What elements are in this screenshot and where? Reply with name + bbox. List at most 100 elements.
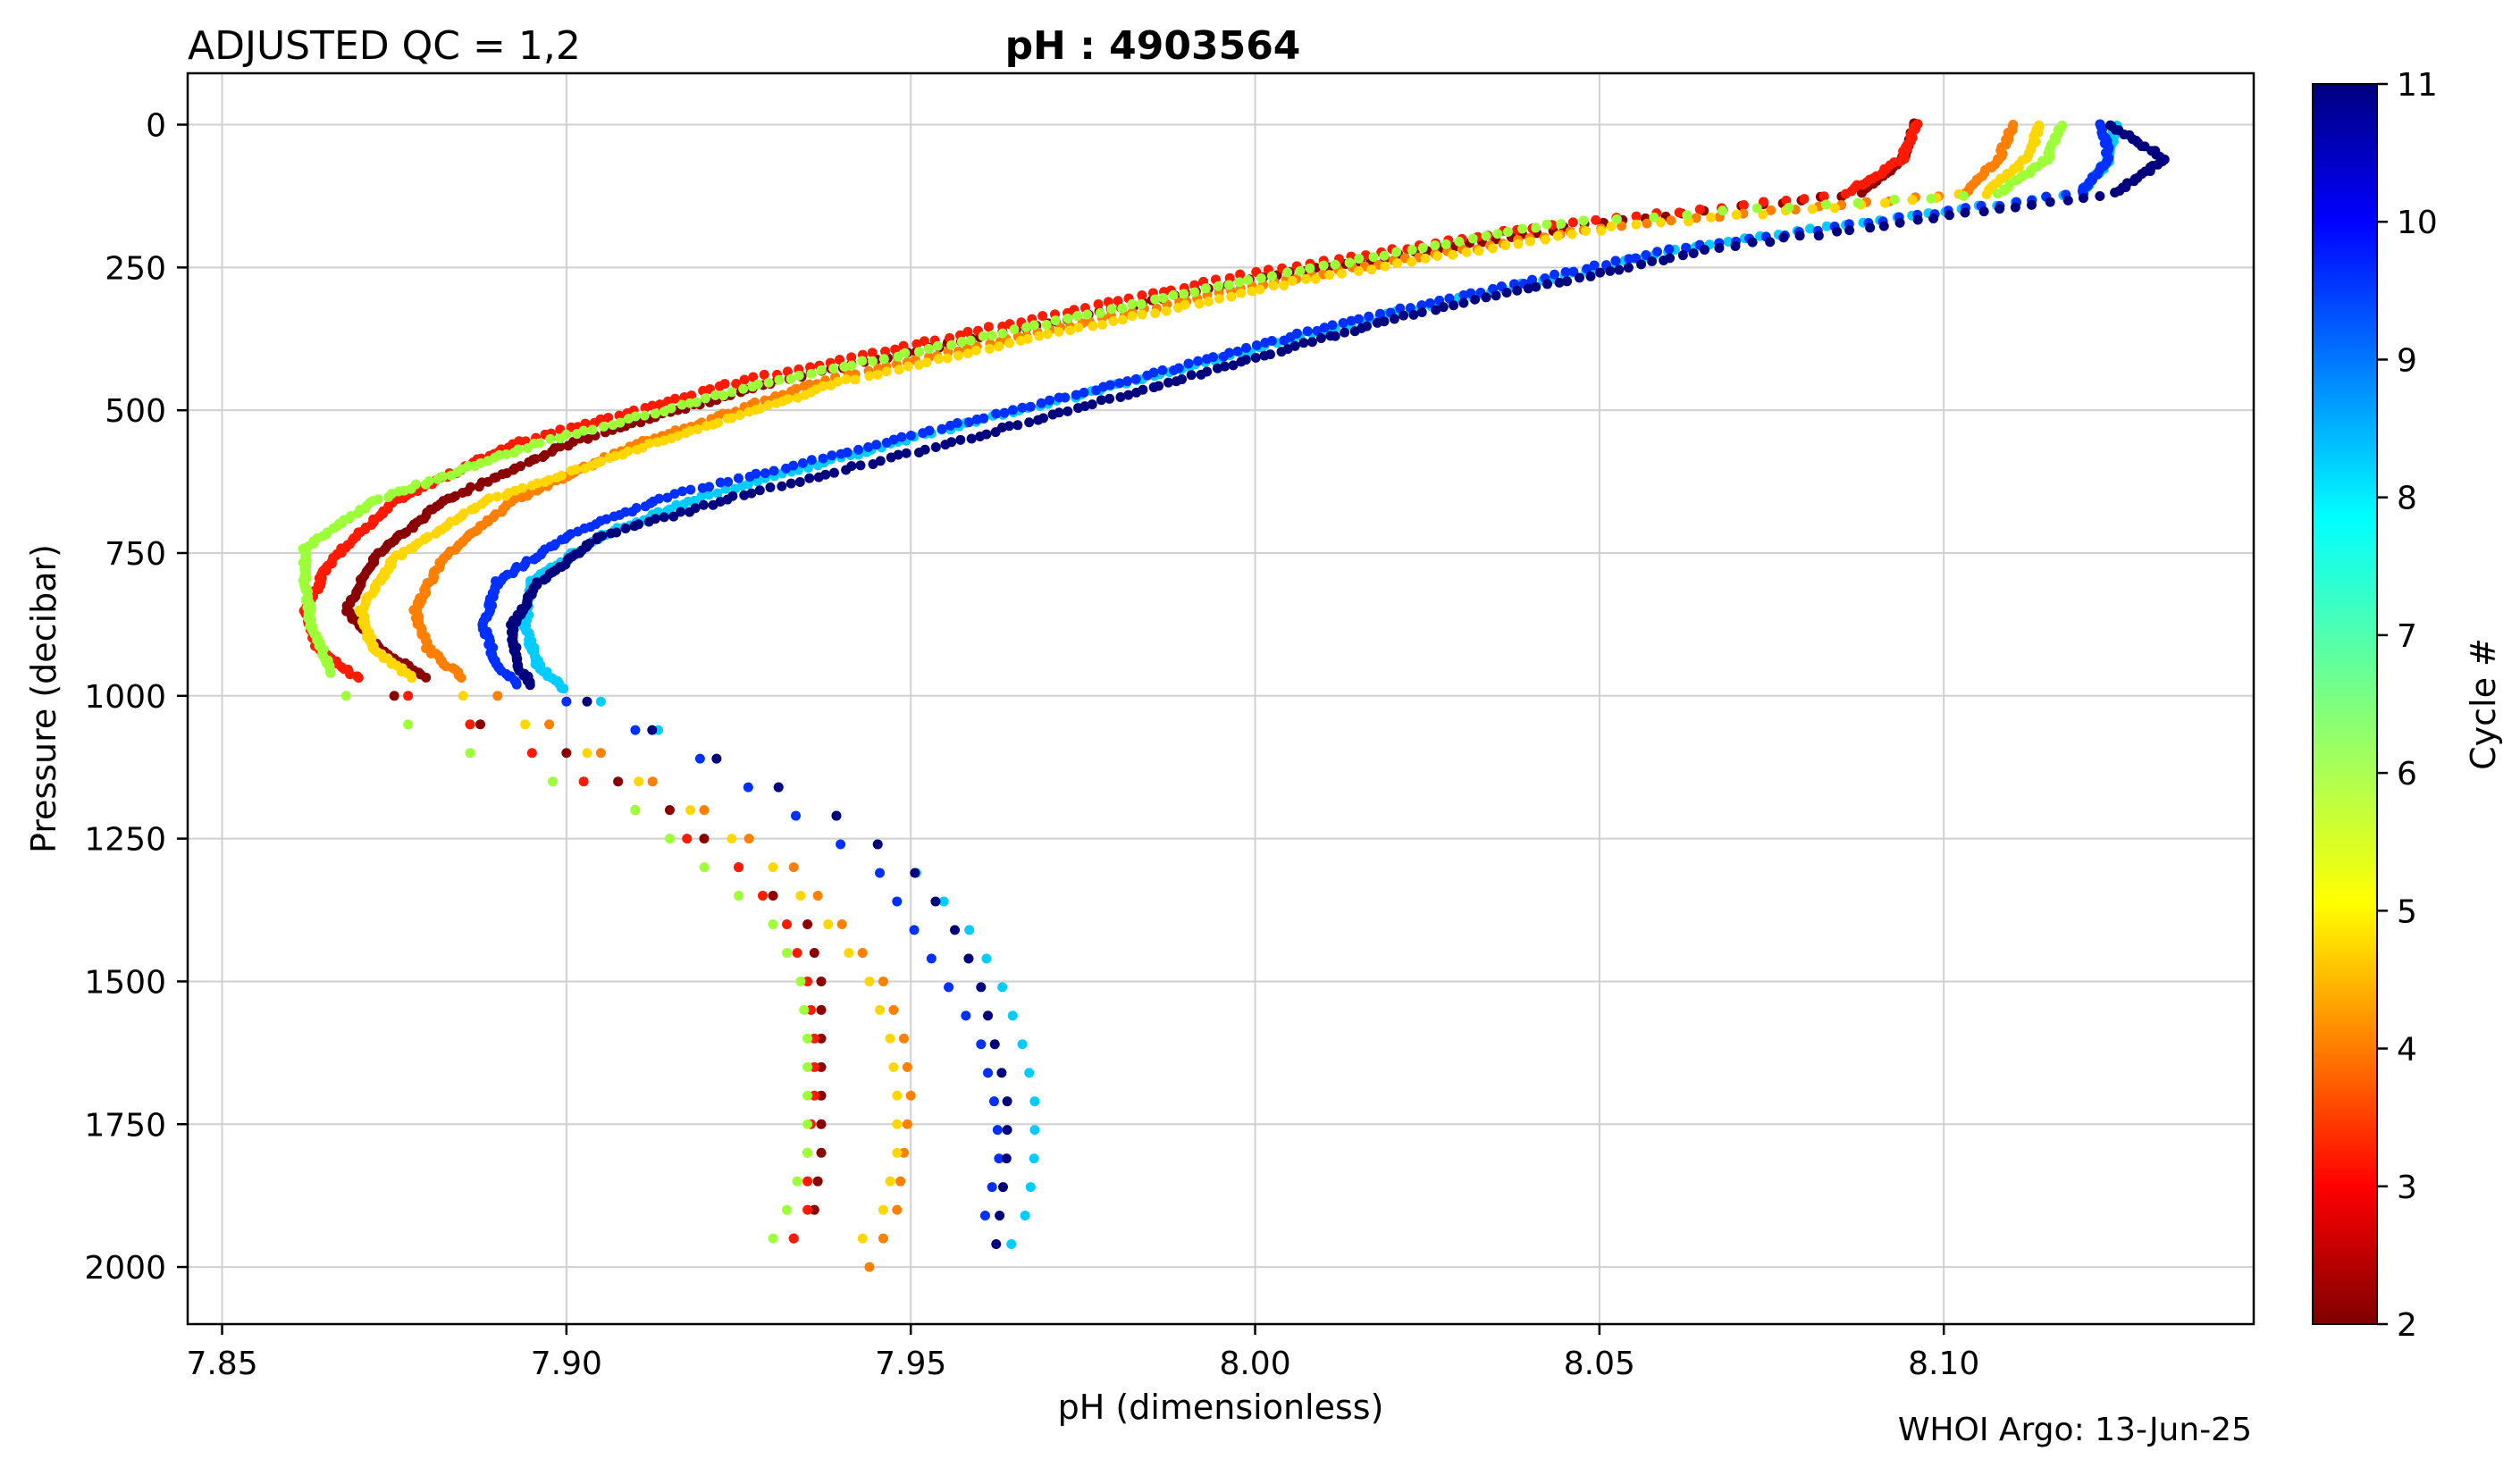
deep-profile-point: [816, 1090, 827, 1101]
profile-point: [744, 472, 755, 482]
profile-point: [566, 422, 576, 432]
profile-point: [769, 465, 779, 476]
deep-profile-point: [944, 982, 954, 993]
profile-point: [991, 408, 1002, 419]
profile-point: [1034, 331, 1045, 341]
profile-point: [511, 679, 522, 690]
profile-point: [1441, 239, 1451, 249]
profile-point: [1095, 307, 1105, 318]
profile-point: [655, 399, 666, 410]
profile-point: [1247, 286, 1257, 297]
profile-point: [500, 491, 511, 501]
profile-point: [2045, 197, 2055, 207]
profile-point: [1287, 275, 1298, 286]
profile-point: [828, 467, 839, 478]
profile-point: [942, 353, 953, 364]
profile-point: [563, 440, 574, 451]
profile-point: [1150, 308, 1161, 319]
profile-point: [953, 350, 964, 361]
colorbar-tick-label: 9: [2397, 342, 2417, 379]
profile-point: [797, 457, 808, 468]
profile-point: [1047, 409, 1058, 420]
profile-point: [923, 343, 934, 354]
deep-profile-point: [885, 1176, 895, 1187]
profile-point: [739, 490, 750, 500]
colorbar-ticks: 2 3 4 5 6 7 8 9 10 11: [2377, 67, 2438, 1344]
profile-point: [868, 356, 878, 366]
deep-profile-point: [902, 1119, 912, 1129]
profile-point: [1189, 287, 1200, 298]
profile-point: [1766, 205, 1777, 215]
profile-point: [894, 365, 904, 375]
profile-point: [539, 477, 550, 488]
profile-point: [962, 348, 973, 359]
profile-point: [1344, 257, 1355, 268]
y-tick-label: 250: [105, 250, 166, 287]
profile-point: [1093, 299, 1104, 310]
profile-point: [1142, 370, 1153, 381]
profile-point: [583, 433, 593, 444]
profile-point: [1389, 314, 1399, 324]
profile-point: [627, 507, 638, 517]
profile-point: [1758, 197, 1768, 207]
profile-point: [1268, 281, 1279, 291]
deep-profile-point: [768, 891, 778, 902]
profile-point: [1029, 320, 1039, 331]
profile-point: [827, 450, 837, 461]
profile-point: [555, 433, 566, 444]
deep-profile-point: [699, 862, 710, 873]
deep-profile-point: [664, 834, 675, 844]
profile-point: [629, 521, 640, 532]
profile-point: [383, 491, 394, 502]
profile-point: [799, 381, 810, 391]
profile-point: [1550, 269, 1560, 280]
profile-point: [804, 473, 815, 483]
profile-point: [659, 512, 669, 523]
deep-profile-point: [465, 748, 475, 759]
profile-point: [765, 482, 776, 492]
deep-profile-point: [699, 805, 710, 816]
profile-point: [1071, 390, 1081, 400]
deep-profile-point: [905, 1090, 916, 1101]
profile-point: [1090, 385, 1101, 396]
profile-point: [836, 449, 846, 459]
profile-point: [1470, 294, 1481, 305]
profile-point: [1416, 300, 1427, 311]
profile-point: [846, 360, 857, 371]
profile-point: [763, 377, 774, 388]
profile-point: [1374, 308, 1385, 319]
profile-point: [1865, 222, 1876, 233]
profile-point: [466, 504, 477, 515]
profile-point: [1958, 190, 1969, 201]
profile-point: [1318, 260, 1329, 271]
profile-point: [1024, 417, 1035, 428]
profile-point: [1467, 233, 1478, 244]
profile-point: [1699, 245, 1709, 256]
profile-point: [886, 452, 896, 463]
profile-point: [1148, 382, 1159, 393]
profile-point: [1531, 281, 1541, 292]
profile-point: [1540, 234, 1550, 245]
profile-point: [1832, 226, 1843, 237]
deep-profile-point: [773, 782, 784, 793]
profile-point: [1065, 325, 1076, 336]
chart-title: pH : 4903564: [1005, 23, 1301, 69]
profile-point: [712, 488, 723, 499]
profile-point: [1605, 265, 1616, 276]
profile-point: [640, 403, 651, 414]
profile-point: [1585, 271, 1596, 281]
deep-profile-point: [802, 1119, 813, 1129]
profile-point: [1114, 378, 1125, 389]
profile-point: [669, 489, 680, 499]
profile-point: [965, 335, 976, 346]
profile-point: [1372, 317, 1382, 328]
deep-profile-point: [768, 919, 778, 930]
data-points: [298, 118, 2170, 1272]
profile-point: [1200, 283, 1211, 294]
profile-point: [2027, 199, 2037, 210]
profile-point: [1765, 237, 1776, 247]
deep-profile-point: [809, 947, 819, 958]
profile-point: [1449, 300, 1459, 311]
